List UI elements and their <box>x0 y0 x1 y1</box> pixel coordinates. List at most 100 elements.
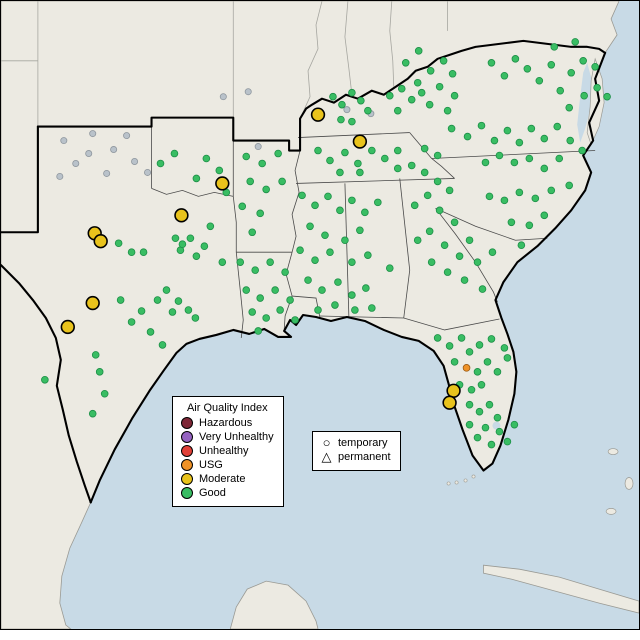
station-marker-good[interactable] <box>463 132 472 141</box>
station-marker-good[interactable] <box>168 308 177 316</box>
station-marker-good[interactable] <box>450 91 459 100</box>
station-marker-good[interactable] <box>171 234 180 243</box>
station-marker-no-data[interactable] <box>144 168 152 176</box>
station-marker-good[interactable] <box>191 314 200 322</box>
station-marker-good[interactable] <box>465 348 474 356</box>
station-marker-no-data[interactable] <box>219 93 227 101</box>
station-marker-good[interactable] <box>483 358 492 366</box>
station-marker-good[interactable] <box>139 248 148 256</box>
station-marker-good[interactable] <box>495 151 504 160</box>
station-marker-good[interactable] <box>246 177 255 186</box>
station-marker-good[interactable] <box>517 241 526 250</box>
station-marker-good[interactable] <box>184 306 193 314</box>
station-marker-good[interactable] <box>251 266 259 274</box>
station-marker-good[interactable] <box>397 84 406 93</box>
station-marker-good[interactable] <box>525 154 534 163</box>
station-marker-good[interactable] <box>493 368 502 376</box>
station-marker-good[interactable] <box>473 368 482 376</box>
station-marker-usg[interactable] <box>462 364 471 372</box>
station-marker-good[interactable] <box>385 91 394 100</box>
station-marker-good[interactable] <box>579 57 587 65</box>
station-marker-good[interactable] <box>256 294 264 302</box>
station-marker-good[interactable] <box>362 284 370 292</box>
station-marker-good[interactable] <box>314 146 322 155</box>
station-marker-good[interactable] <box>487 335 496 343</box>
station-marker-good[interactable] <box>374 198 382 207</box>
station-marker-good[interactable] <box>266 258 274 266</box>
station-marker-good[interactable] <box>535 76 544 85</box>
station-marker-good[interactable] <box>278 177 286 186</box>
station-marker-good[interactable] <box>336 206 344 215</box>
station-marker-good[interactable] <box>202 154 211 163</box>
station-marker-good[interactable] <box>475 407 484 416</box>
station-marker-good[interactable] <box>407 95 416 104</box>
station-marker-good[interactable] <box>580 91 588 100</box>
station-marker-good[interactable] <box>262 185 270 194</box>
station-marker-good[interactable] <box>304 276 312 284</box>
station-marker-good[interactable] <box>493 413 502 422</box>
station-marker-good[interactable] <box>593 83 601 92</box>
station-marker-good[interactable] <box>457 334 466 342</box>
station-marker-good[interactable] <box>351 306 359 314</box>
station-marker-good[interactable] <box>550 43 559 51</box>
station-marker-good[interactable] <box>473 258 482 266</box>
station-marker-good[interactable] <box>385 264 394 272</box>
station-marker-good[interactable] <box>334 278 342 286</box>
station-marker-good[interactable] <box>242 152 251 161</box>
station-marker-good[interactable] <box>348 258 356 266</box>
station-marker-good[interactable] <box>485 192 494 201</box>
station-marker-good[interactable] <box>311 256 319 264</box>
station-marker-moderate[interactable] <box>85 295 100 311</box>
station-marker-good[interactable] <box>515 188 524 197</box>
station-marker-good[interactable] <box>510 420 519 429</box>
station-marker-good[interactable] <box>364 251 372 259</box>
station-marker-good[interactable] <box>500 71 509 80</box>
station-marker-good[interactable] <box>368 304 376 312</box>
station-marker-good[interactable] <box>341 236 349 245</box>
station-marker-good[interactable] <box>440 241 449 250</box>
station-marker-good[interactable] <box>567 68 576 77</box>
station-marker-good[interactable] <box>248 228 257 237</box>
station-marker-good[interactable] <box>127 248 136 256</box>
station-marker-good[interactable] <box>356 168 364 177</box>
station-marker-good[interactable] <box>565 103 574 112</box>
station-marker-good[interactable] <box>238 202 247 211</box>
station-marker-no-data[interactable] <box>110 146 118 154</box>
station-marker-good[interactable] <box>445 342 454 350</box>
station-marker-good[interactable] <box>565 181 574 190</box>
station-marker-good[interactable] <box>368 146 376 155</box>
station-marker-good[interactable] <box>381 154 389 163</box>
station-marker-good[interactable] <box>435 82 444 91</box>
station-marker-good[interactable] <box>137 307 146 315</box>
station-marker-good[interactable] <box>296 246 304 254</box>
station-marker-moderate[interactable] <box>352 134 368 149</box>
station-marker-good[interactable] <box>427 258 436 266</box>
station-marker-no-data[interactable] <box>343 106 351 114</box>
station-marker-good[interactable] <box>186 234 195 243</box>
station-marker-no-data[interactable] <box>72 159 80 167</box>
station-marker-good[interactable] <box>553 122 562 131</box>
station-marker-good[interactable] <box>485 400 494 409</box>
station-marker-good[interactable] <box>455 252 464 260</box>
station-marker-good[interactable] <box>192 174 201 183</box>
station-marker-good[interactable] <box>500 196 509 205</box>
station-marker-good[interactable] <box>276 306 284 314</box>
station-marker-good[interactable] <box>481 158 490 167</box>
station-marker-good[interactable] <box>298 191 306 200</box>
station-marker-good[interactable] <box>331 301 339 309</box>
station-marker-good[interactable] <box>348 291 356 299</box>
station-marker-good[interactable] <box>311 201 319 210</box>
station-marker-good[interactable] <box>603 92 611 101</box>
station-marker-good[interactable] <box>413 78 422 87</box>
station-marker-good[interactable] <box>88 409 97 418</box>
station-marker-good[interactable] <box>410 201 419 210</box>
station-marker-good[interactable] <box>407 161 416 170</box>
station-marker-good[interactable] <box>467 385 476 394</box>
station-marker-good[interactable] <box>465 420 474 429</box>
station-marker-good[interactable] <box>488 248 497 256</box>
station-marker-good[interactable] <box>511 55 520 63</box>
station-marker-good[interactable] <box>591 63 599 71</box>
station-marker-no-data[interactable] <box>131 157 139 165</box>
station-marker-good[interactable] <box>114 239 123 248</box>
station-marker-good[interactable] <box>401 59 410 67</box>
